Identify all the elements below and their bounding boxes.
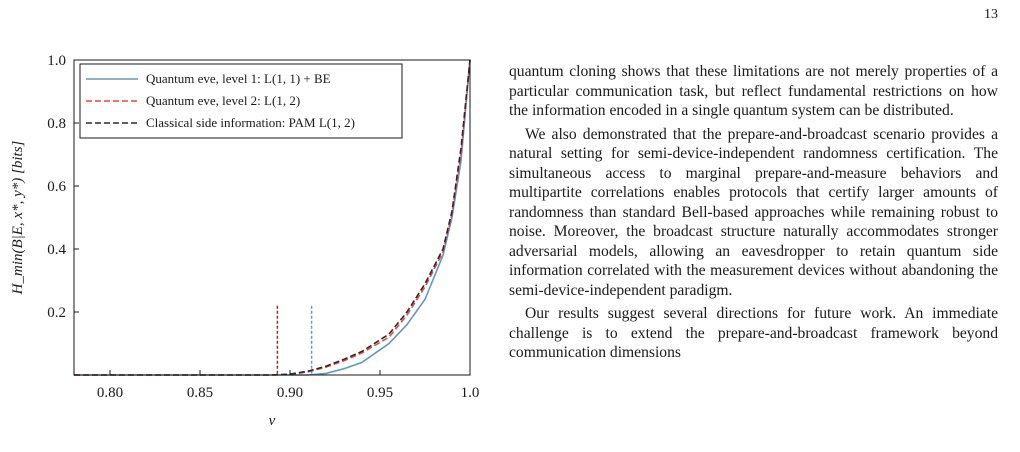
y-tick-label: 1.0 [47, 53, 66, 69]
legend-entry: Quantum eve, level 2: L(1, 2) [146, 93, 300, 108]
x-tick-label: 1.0 [461, 385, 480, 401]
min-entropy-figure: Quantum eve, level 1: L(1, 1) + BE Quantu… [0, 40, 480, 452]
legend-entry: Quantum eve, level 1: L(1, 1) + BE [146, 71, 331, 86]
min-entropy-chart: Quantum eve, level 1: L(1, 1) + BE Quantu… [10, 53, 479, 429]
body-text-column: quantum cloning shows that these limitat… [509, 62, 998, 363]
x-tick-label: 0.80 [97, 385, 123, 401]
chart-legend: Quantum eve, level 1: L(1, 1) + BE Quantu… [79, 63, 403, 139]
y-tick-label: 0.2 [47, 305, 66, 321]
y-tick-label: 0.6 [47, 179, 66, 195]
y-axis-label: H_min(B|E, x*, y*) [bits] [10, 140, 26, 295]
page-number: 13 [984, 7, 998, 22]
x-tick-label: 0.90 [277, 385, 303, 401]
y-tick-label: 0.8 [47, 116, 66, 132]
paragraph-2: We also demonstrated that the prepare-an… [509, 125, 998, 299]
x-axis-label: ν [269, 413, 276, 429]
legend-entry: Classical side information: PAM L(1, 2) [146, 115, 355, 130]
plot-frame [73, 59, 471, 376]
paragraph-1: quantum cloning shows that these limitat… [509, 63, 998, 119]
plot-area [74, 59, 471, 376]
x-tick-label: 0.95 [367, 385, 393, 401]
series-line-3 [74, 59, 471, 376]
y-tick-label: 0.4 [47, 242, 66, 258]
chart-axes: 0.80 0.85 0.90 0.95 1.0 0.2 0.4 0.6 0.8 1.0 ν H_min… [10, 53, 479, 429]
x-tick-label: 0.85 [187, 385, 213, 401]
paragraph-3: Our results suggest several directions f… [509, 305, 998, 361]
